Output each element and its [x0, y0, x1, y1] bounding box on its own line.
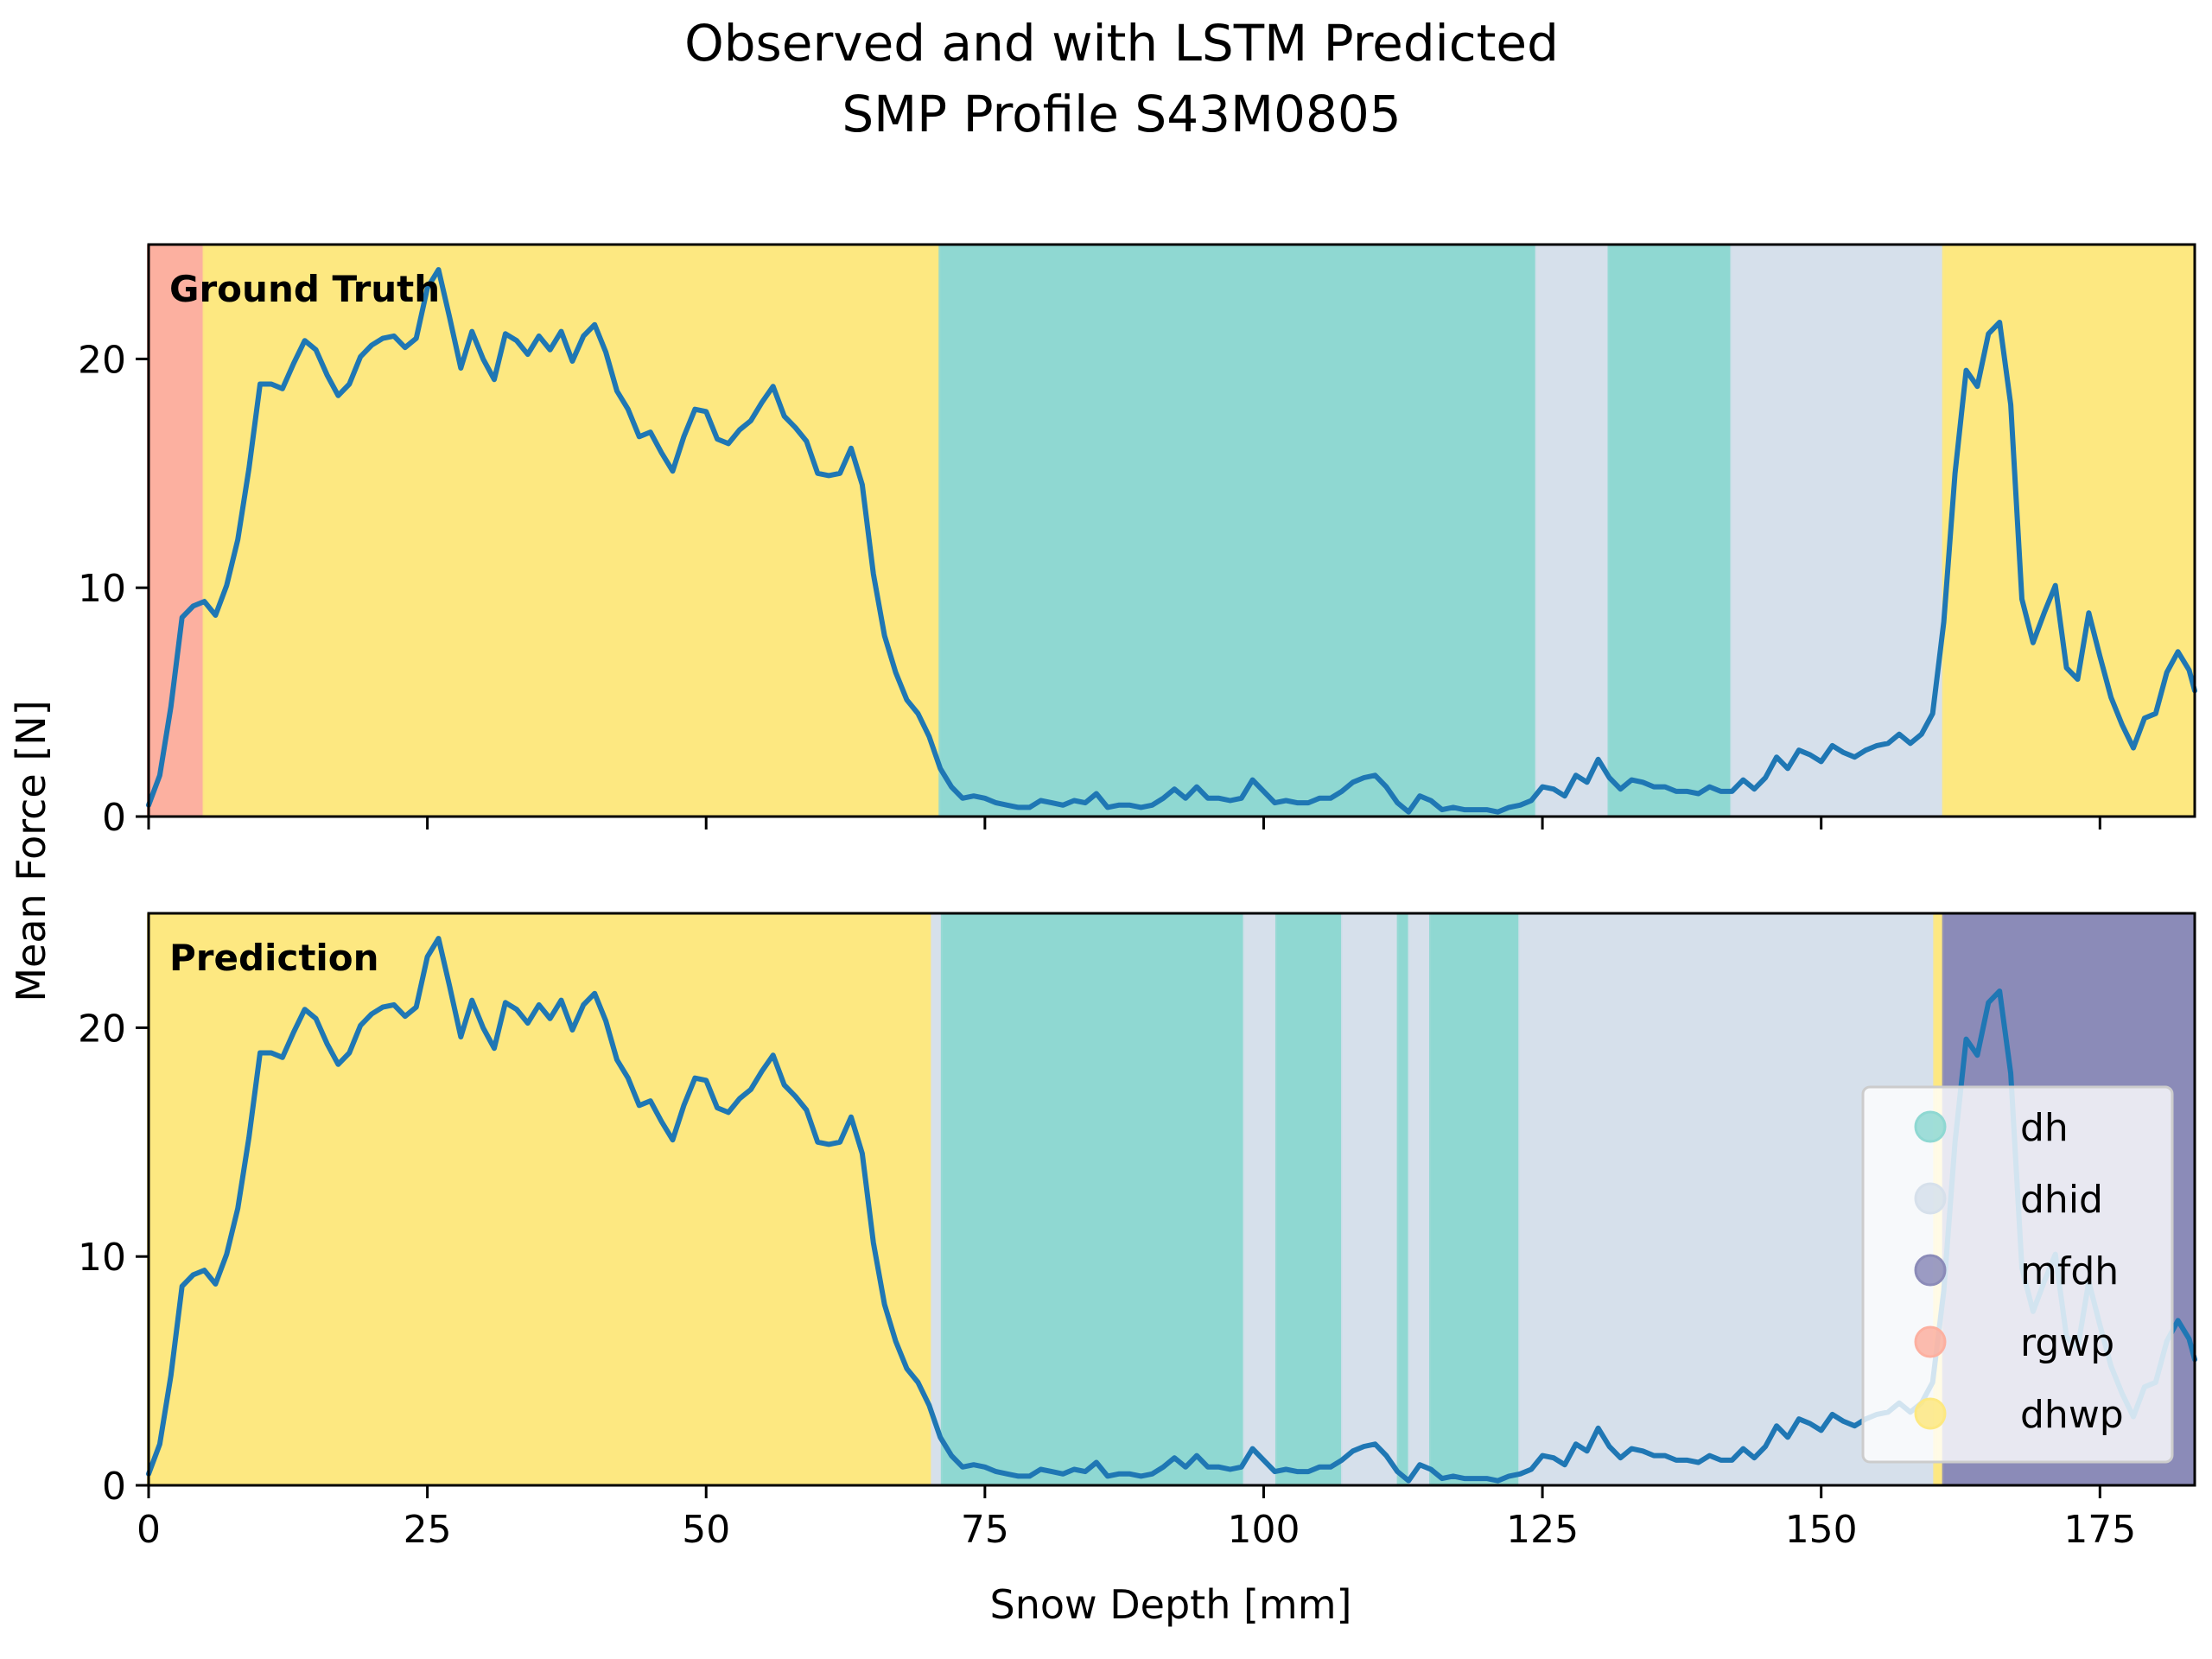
legend-label-dh: dh — [2020, 1106, 2069, 1150]
y-tick-label: 0 — [102, 796, 126, 840]
panel-label: Ground Truth — [169, 268, 440, 310]
segment-rgwp — [149, 245, 205, 817]
legend-label-dhid: dhid — [2020, 1178, 2103, 1222]
segment-dhwp — [149, 913, 933, 1485]
axes-frame — [147, 912, 2196, 1487]
chart-title-line-1: Observed and with LSTM Predicted — [684, 14, 1559, 73]
segment-dhwp — [1943, 245, 2195, 817]
ground-truth-panel: Ground Truth 0 10 20 — [78, 243, 2197, 840]
legend-box — [1861, 1085, 2174, 1464]
segment-dh — [940, 245, 1537, 817]
y-tick-label: 20 — [78, 338, 126, 382]
x-tick-label: 0 — [137, 1508, 161, 1552]
x-tick-label: 75 — [961, 1508, 1009, 1552]
legend-label-dhwp: dhwp — [2020, 1393, 2124, 1437]
axes-frame — [147, 243, 2196, 818]
segment-dhid — [1244, 913, 1277, 1485]
force-line — [146, 267, 2197, 815]
chart-title: Observed and with LSTM Predicted SMP Pro… — [684, 14, 1559, 143]
segment-dh — [1398, 913, 1410, 1485]
legend-label-mfdh: mfdh — [2020, 1249, 2119, 1294]
y-tick-label: 10 — [78, 567, 126, 611]
legend: dh dhid mfdh rgwp dhwp — [1861, 1085, 2174, 1464]
legend-marker-dhid — [1914, 1182, 1947, 1215]
legend-marker-rgwp — [1914, 1325, 1947, 1358]
legend-label-rgwp: rgwp — [2020, 1321, 2114, 1365]
x-tick-label: 50 — [682, 1508, 730, 1552]
panel-label: Prediction — [169, 937, 379, 979]
segment-dh — [942, 913, 1245, 1485]
segment-dhwp — [204, 245, 941, 817]
legend-marker-dh — [1914, 1110, 1947, 1143]
x-axis-label: Snow Depth [mm] — [990, 1581, 1352, 1628]
chart-title-line-2: SMP Profile S43M0805 — [842, 85, 1401, 143]
y-axis-label: Mean Force [N] — [8, 700, 54, 1001]
segment-dhid — [1409, 913, 1432, 1485]
x-tick-label: 150 — [1785, 1508, 1858, 1552]
y-tick-label: 20 — [78, 1007, 126, 1051]
segment-dh — [1431, 913, 1521, 1485]
force-line — [146, 936, 2197, 1484]
x-tick-label: 175 — [2063, 1508, 2136, 1552]
segment-dhid — [1536, 245, 1610, 817]
y-tick-label: 10 — [78, 1236, 126, 1280]
legend-marker-mfdh — [1914, 1254, 1947, 1287]
segment-dhid — [932, 913, 943, 1485]
legend-marker-dhwp — [1914, 1397, 1947, 1430]
y-tick-label: 0 — [102, 1465, 126, 1509]
x-tick-label: 25 — [404, 1508, 452, 1552]
segment-dh — [1609, 245, 1732, 817]
x-tick-label: 100 — [1227, 1508, 1300, 1552]
segment-dhid — [1732, 245, 1944, 817]
segment-dhid — [1343, 913, 1399, 1485]
segment-dh — [1276, 913, 1344, 1485]
x-tick-label: 125 — [1506, 1508, 1579, 1552]
